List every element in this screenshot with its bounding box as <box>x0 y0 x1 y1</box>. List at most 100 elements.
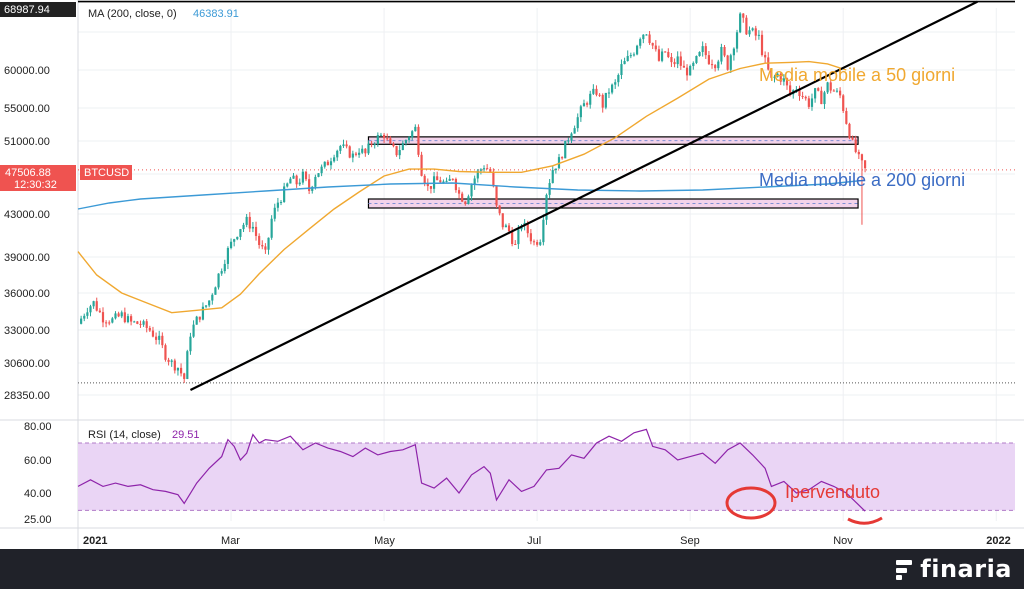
candle-body <box>551 170 554 184</box>
ma200-annotation: Media mobile a 200 giorni <box>759 170 965 190</box>
rsi-band <box>78 443 1015 511</box>
candle-body <box>201 306 205 320</box>
candle-body <box>632 54 636 56</box>
candle-body <box>361 148 364 153</box>
candle-body <box>98 310 101 313</box>
candle-body <box>801 96 804 98</box>
footer-bar <box>0 549 1024 589</box>
candle-body <box>635 45 639 55</box>
candle-body <box>101 312 105 323</box>
candle-body <box>595 88 598 95</box>
candle-body <box>464 201 467 204</box>
candle-body <box>804 96 807 99</box>
candle-body <box>333 157 336 162</box>
candle-body <box>614 82 617 85</box>
finaria-logo-mark <box>896 558 914 580</box>
candle-body <box>289 178 292 184</box>
candle-body <box>251 226 254 229</box>
candle-body <box>660 51 664 61</box>
candle-body <box>301 171 304 183</box>
ma-legend-value: 46383.91 <box>193 8 239 20</box>
candle-body <box>542 219 545 243</box>
candle-body <box>489 169 492 172</box>
x-tick-label: 2021 <box>83 535 107 547</box>
candle-body <box>457 190 461 194</box>
candle-body <box>432 176 436 189</box>
candle-body <box>395 146 398 156</box>
candle-body <box>139 323 142 325</box>
candle-body <box>342 144 345 147</box>
candle-body <box>239 229 242 237</box>
candle-body <box>760 34 764 56</box>
candle-body <box>242 224 245 230</box>
candle-body <box>304 171 308 180</box>
candle-body <box>654 45 657 50</box>
candle-body <box>470 185 473 197</box>
candle-body <box>492 171 495 187</box>
candle-body <box>764 55 767 58</box>
candle-body <box>345 144 348 147</box>
candle-body <box>851 137 854 140</box>
finaria-logo: finaria <box>896 555 1012 583</box>
btcusd-chart[interactable]: 28350.00 30600.00 33000.00 36000.00 39000.00… <box>0 0 1024 549</box>
candle-body <box>739 13 742 33</box>
top-price-label: 68987.94 <box>4 4 50 16</box>
candle-body <box>245 216 248 225</box>
symbol-label: BTCUSD <box>84 167 129 179</box>
y-tick-label: 28350.00 <box>4 390 50 402</box>
candle-body <box>564 140 567 159</box>
candle-body <box>723 47 726 56</box>
oversold-circle <box>725 486 777 520</box>
candle-body <box>770 69 773 78</box>
candle-body <box>651 43 654 46</box>
rsi-tick-label: 60.00 <box>24 455 52 467</box>
candle-body <box>130 316 133 322</box>
candle-body <box>248 216 251 229</box>
candle-body <box>270 218 273 238</box>
candle-body <box>279 202 283 204</box>
candle-body <box>83 315 86 319</box>
x-tick-label: Sep <box>680 535 700 547</box>
candle-body <box>617 75 620 83</box>
candle-body <box>358 152 361 155</box>
candle-body <box>785 78 789 86</box>
rsi-tick-label: 25.00 <box>24 514 52 526</box>
candle-body <box>367 143 370 154</box>
x-tick-label: Jul <box>527 535 541 547</box>
candle-body <box>570 133 573 141</box>
candle-body <box>648 34 651 44</box>
candle-body <box>589 93 592 105</box>
rsi-legend-value: 29.51 <box>172 429 200 441</box>
candle-body <box>105 322 108 324</box>
candle-body <box>123 312 126 323</box>
candle-body <box>536 242 539 245</box>
candle-body <box>120 312 123 317</box>
candle-body <box>398 150 401 156</box>
candle-body <box>426 183 429 187</box>
candle-body <box>461 193 464 202</box>
candle-body <box>823 92 826 105</box>
candle-body <box>839 90 842 96</box>
candle-body <box>439 180 442 183</box>
candle-body <box>323 161 326 167</box>
candle-body <box>598 94 601 96</box>
candle-body <box>442 181 445 183</box>
candle-body <box>308 179 311 191</box>
ma50-annotation: Media mobile a 50 giorni <box>759 65 955 85</box>
candle-body <box>451 178 454 180</box>
candle-body <box>164 345 167 360</box>
candle-body <box>217 273 220 288</box>
candle-body <box>229 241 233 249</box>
candle-body <box>382 134 386 139</box>
candle-body <box>186 351 189 379</box>
candle-body <box>698 52 701 57</box>
candle-body <box>517 229 520 245</box>
candle-body <box>704 46 707 56</box>
candle-body <box>183 373 186 379</box>
y-tick-label: 36000.00 <box>4 288 50 300</box>
price-countdown: 12:30:32 <box>14 179 57 191</box>
candle-body <box>667 51 670 57</box>
candle-body <box>114 313 117 319</box>
candle-body <box>173 360 176 371</box>
top-price-badge <box>0 2 76 17</box>
